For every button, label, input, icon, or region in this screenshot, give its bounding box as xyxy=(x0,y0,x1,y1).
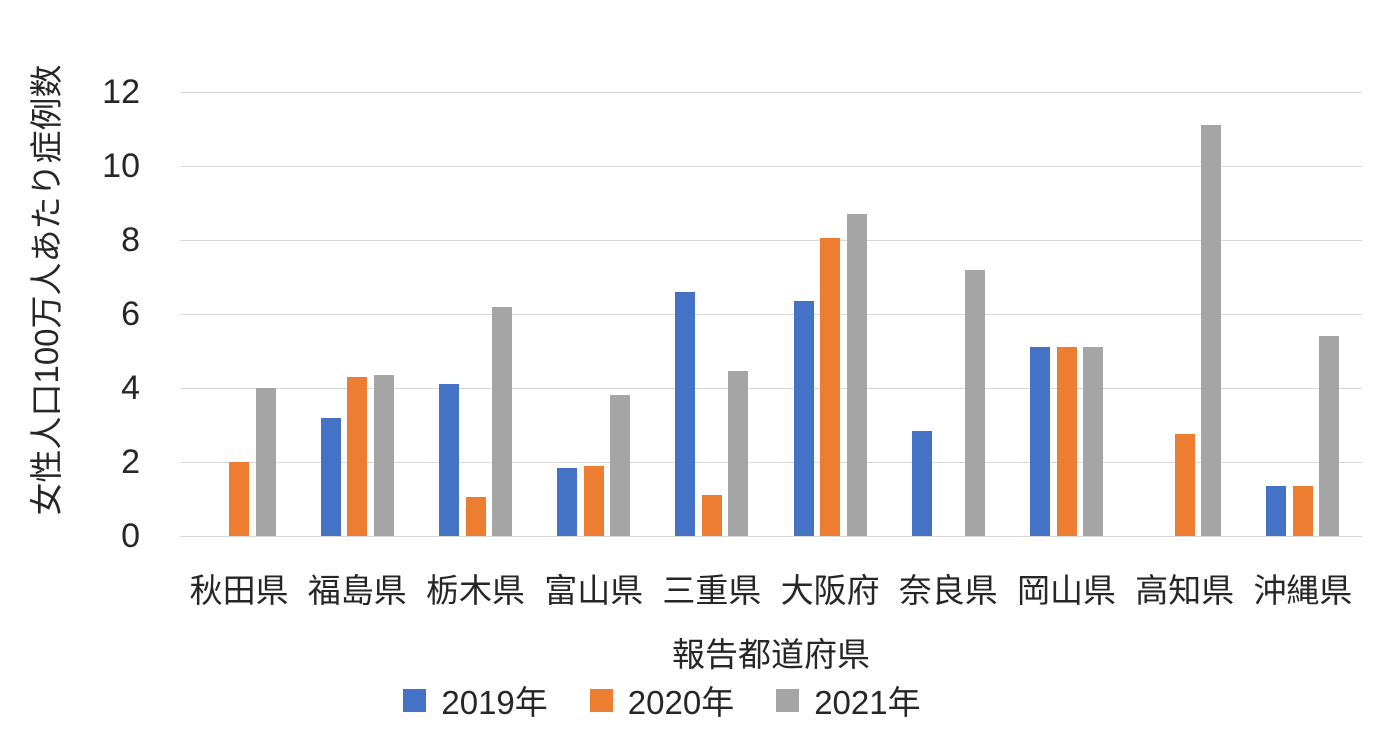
bar xyxy=(1292,486,1313,536)
y-tick-label: 12 xyxy=(102,73,140,111)
x-category-label: 秋田県 xyxy=(189,572,289,609)
bar xyxy=(846,214,867,536)
x-category-label: 福島県 xyxy=(307,572,407,609)
bar xyxy=(1266,486,1287,536)
legend-swatch xyxy=(403,688,427,712)
bar xyxy=(1319,336,1340,536)
bar xyxy=(347,376,368,536)
bar xyxy=(439,384,459,536)
bar xyxy=(701,495,722,536)
x-category-label: 富山県 xyxy=(544,572,644,609)
bar xyxy=(255,388,276,536)
x-category-label: 高知県 xyxy=(1135,572,1235,609)
legend-item: 2020年 xyxy=(589,676,735,724)
bar xyxy=(229,462,250,536)
y-tick-label: 2 xyxy=(121,443,140,481)
x-category-label: 岡山県 xyxy=(1017,572,1116,609)
gridline xyxy=(180,314,1362,315)
bar xyxy=(1174,434,1195,536)
y-tick-label: 0 xyxy=(121,517,140,555)
x-category-label: 沖縄県 xyxy=(1253,572,1353,609)
legend: 2019年 2020年 2021年 xyxy=(0,676,1362,724)
legend-label: 2019年 xyxy=(441,684,548,721)
bar xyxy=(583,465,604,536)
bar xyxy=(373,375,394,536)
gridline xyxy=(180,240,1362,241)
legend-item: 2019年 xyxy=(403,676,548,724)
y-tick-label: 4 xyxy=(121,369,140,407)
bar xyxy=(728,371,749,536)
x-axis-category-labels: 秋田県 福島県 栃木県 富山県 三重県 大阪府 奈良県 岡山県 高知県 沖縄県 xyxy=(180,564,1362,609)
bar xyxy=(610,395,631,536)
bar xyxy=(793,301,814,536)
bar xyxy=(320,417,341,536)
gridline xyxy=(180,462,1362,463)
x-category-label: 奈良県 xyxy=(898,572,998,609)
y-tick-label: 6 xyxy=(121,295,140,333)
gridline xyxy=(180,166,1362,167)
bar xyxy=(1083,347,1103,536)
legend-swatch xyxy=(776,688,800,712)
x-axis-title: 報告都道府県 xyxy=(672,636,870,673)
gridline xyxy=(180,92,1362,93)
plot-area xyxy=(180,92,1362,537)
legend-swatch xyxy=(589,688,613,712)
x-category-label: 大阪府 xyxy=(780,572,880,609)
bar xyxy=(1030,347,1050,536)
bar xyxy=(557,467,578,536)
y-tick-label: 10 xyxy=(102,147,140,185)
bar xyxy=(911,430,932,536)
x-category-label: 栃木県 xyxy=(426,572,525,609)
gridline xyxy=(180,536,1362,537)
y-tick-label: 8 xyxy=(121,221,140,259)
legend-label: 2021年 xyxy=(814,684,921,721)
legend-item: 2021年 xyxy=(776,676,921,724)
bar xyxy=(1056,347,1077,536)
bar xyxy=(492,306,512,536)
gridline xyxy=(180,388,1362,389)
bar xyxy=(964,269,985,536)
legend-label: 2020年 xyxy=(627,684,735,721)
x-category-label: 三重県 xyxy=(662,572,762,609)
bar xyxy=(675,291,696,536)
bar xyxy=(1201,125,1222,536)
bar xyxy=(820,238,841,536)
bar xyxy=(465,497,486,536)
